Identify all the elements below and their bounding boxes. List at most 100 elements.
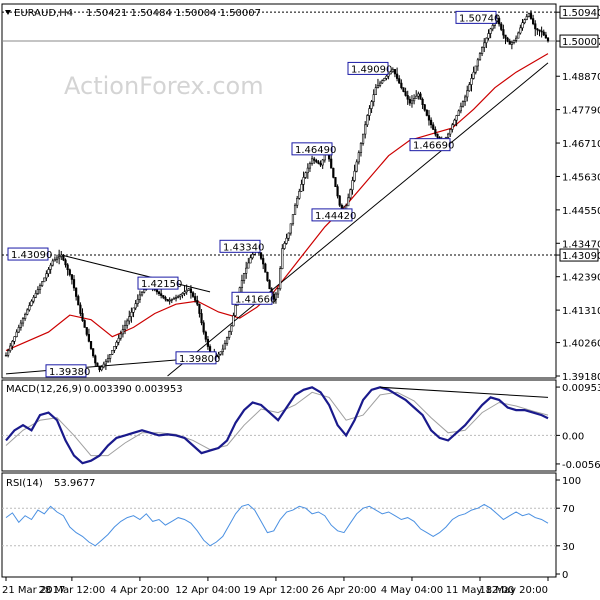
candle-body xyxy=(376,85,380,88)
candle xyxy=(527,12,530,18)
candle xyxy=(94,354,97,367)
candle-body xyxy=(281,248,284,269)
candle-body xyxy=(383,78,386,82)
instrument-label: EURAUD,H4 xyxy=(14,8,73,19)
candle xyxy=(423,104,426,112)
candle xyxy=(481,46,484,57)
candle-body xyxy=(157,291,161,295)
candle-body xyxy=(106,358,110,362)
candle xyxy=(389,71,392,75)
candle-body xyxy=(334,177,337,187)
candle-body xyxy=(87,334,90,342)
candle-body xyxy=(368,108,371,116)
annotation-box xyxy=(231,291,273,305)
annotation-box xyxy=(347,61,389,75)
candle xyxy=(544,31,547,39)
candle-body xyxy=(402,87,405,92)
candle-body xyxy=(546,37,550,42)
candle-body xyxy=(15,331,18,338)
candle xyxy=(130,307,133,323)
price-tick-box xyxy=(559,5,599,19)
candle-body xyxy=(508,40,511,45)
candle-body xyxy=(100,366,103,371)
candle xyxy=(194,293,197,303)
candle xyxy=(206,335,210,350)
price-tick-label: 1.45630 xyxy=(562,172,600,183)
candle-body xyxy=(245,267,248,274)
candle-body xyxy=(510,41,513,45)
candle-body xyxy=(470,78,473,85)
candle xyxy=(234,303,237,317)
candle xyxy=(53,256,56,262)
annotation-label: 1.49090 xyxy=(351,64,392,75)
candle xyxy=(81,308,84,322)
candle-body xyxy=(306,167,309,174)
candle xyxy=(542,29,545,37)
candle-body xyxy=(489,28,492,34)
candle xyxy=(521,19,524,31)
candle xyxy=(378,80,382,88)
time-tick-label: 19 Apr 12:00 xyxy=(243,585,308,596)
candle-body xyxy=(64,259,67,266)
trendline-1 xyxy=(61,254,211,293)
candle-body xyxy=(476,59,479,67)
candle-body xyxy=(102,363,105,368)
candle xyxy=(351,176,354,195)
candle-body xyxy=(55,257,59,260)
candle xyxy=(272,291,275,304)
candle-body xyxy=(308,163,312,169)
candle xyxy=(395,67,399,82)
candle-body xyxy=(464,96,467,102)
price-tick-label: 1.43470 xyxy=(562,239,600,250)
candle-body xyxy=(130,311,133,317)
candle-body xyxy=(338,195,341,206)
price-annotation: 1.46690 xyxy=(409,138,454,152)
candle-body xyxy=(111,350,114,355)
candle xyxy=(189,285,193,299)
price-tick-label: 1.43090 xyxy=(562,251,600,262)
candle-body xyxy=(455,115,458,121)
candle xyxy=(330,154,333,169)
candle xyxy=(217,351,220,359)
candle xyxy=(279,266,282,291)
price-axis: 1.50940 1.50007 1.48870 1.47790 1.46710 1.456… xyxy=(556,5,600,383)
candle xyxy=(262,255,265,270)
candle xyxy=(383,77,386,82)
candle xyxy=(457,109,460,116)
candle-body xyxy=(240,280,244,289)
candle-body xyxy=(200,313,203,324)
candle xyxy=(349,188,352,200)
candle xyxy=(113,346,116,353)
candle-body xyxy=(262,258,265,265)
candle-body xyxy=(174,297,178,299)
candle xyxy=(140,291,144,297)
candle xyxy=(517,31,520,39)
candle xyxy=(468,82,471,92)
rsi-layer: RSI(14) 53.9677 100 70 30 0 xyxy=(2,476,581,581)
candle-body xyxy=(204,331,207,340)
candle xyxy=(172,296,176,300)
candle xyxy=(174,294,178,302)
candle-body xyxy=(234,304,237,316)
annotation-box xyxy=(311,208,353,222)
candle xyxy=(285,233,288,245)
candle xyxy=(546,37,550,43)
candle xyxy=(245,261,248,279)
candle xyxy=(538,29,541,37)
price-tick-label: 1.44550 xyxy=(562,206,600,217)
candle-body xyxy=(436,133,439,138)
candle-body xyxy=(279,268,282,290)
candle-body xyxy=(474,65,477,73)
candle xyxy=(24,312,27,321)
candle xyxy=(336,184,339,199)
candle xyxy=(355,159,358,173)
price-annotation: 1.50740 xyxy=(455,10,500,24)
candle-body xyxy=(542,31,545,36)
candle xyxy=(281,244,284,270)
candle xyxy=(30,299,33,307)
candle xyxy=(177,294,180,299)
candle-body xyxy=(512,39,516,43)
candle-body xyxy=(49,264,52,270)
price-annotation: 1.43340 xyxy=(219,239,264,253)
